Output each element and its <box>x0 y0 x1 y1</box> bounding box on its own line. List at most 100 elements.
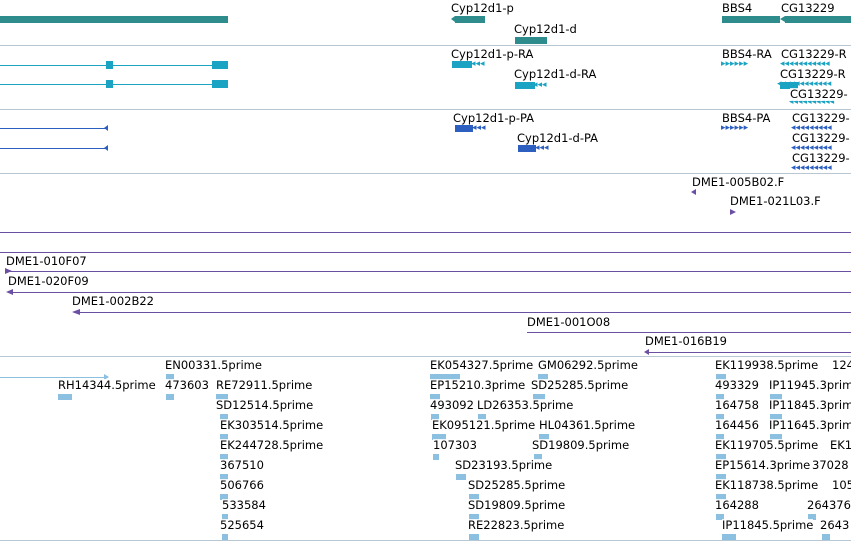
est-label: IP11845.5prime <box>722 518 814 532</box>
est-label: 264376 <box>807 498 851 512</box>
est-feature[interactable] <box>770 434 782 440</box>
est-track: EN00331.5prime RH14344.5prime 473603 RE7… <box>0 356 851 541</box>
est-label: 533584 <box>222 498 266 512</box>
est-label: IP11845.3prime <box>769 399 851 412</box>
est-feature[interactable] <box>538 374 548 380</box>
transcript-exon[interactable] <box>780 82 798 89</box>
bac-start-marker <box>644 349 649 355</box>
est-feature[interactable] <box>808 514 816 520</box>
est-feature[interactable] <box>716 434 724 440</box>
est-feature[interactable] <box>222 514 228 520</box>
transcript-intron <box>0 84 228 85</box>
est-feature[interactable] <box>220 494 228 500</box>
est-feature[interactable] <box>822 534 830 540</box>
est-feature[interactable] <box>216 394 228 400</box>
est-feature[interactable] <box>431 414 439 420</box>
bac-label: DME1-016B19 <box>645 334 727 348</box>
est-feature[interactable] <box>716 414 724 420</box>
est-feature[interactable] <box>456 474 466 480</box>
bac-track: DME1-010F07 DME1-020F09 DME1-002B22 DME1… <box>0 252 851 357</box>
protein-label: Cyp12d1-p-PA <box>453 111 535 125</box>
bac-line[interactable] <box>647 352 851 353</box>
gene-label: CG13229 <box>781 1 835 15</box>
est-feature[interactable] <box>220 454 228 460</box>
est-feature[interactable] <box>166 394 174 400</box>
gene-feature-cyp12d1-d[interactable] <box>515 37 547 44</box>
gene-feature-cg13229[interactable] <box>780 16 851 23</box>
est-feature[interactable] <box>220 434 228 440</box>
gene-feature-cyp12d1-p[interactable] <box>451 16 485 23</box>
est-feature[interactable] <box>534 454 542 460</box>
protein-strand-arrows: ◂◂◂◂◂◂◂◂◂ <box>791 163 832 173</box>
bac-end-marker[interactable] <box>691 189 696 195</box>
gene-label: Cyp12d1-p <box>451 1 514 15</box>
est-feature[interactable] <box>533 394 545 400</box>
est-label: 37028 <box>812 458 849 472</box>
est-label: RE22823.5prime <box>468 518 565 532</box>
est-label: 506766 <box>220 478 264 492</box>
protein-label: CG13229- <box>792 111 850 125</box>
est-feature[interactable] <box>220 474 228 480</box>
transcript-exon[interactable] <box>452 61 472 68</box>
bac-line[interactable] <box>74 312 851 313</box>
transcript-strand-arrows: ◂◂◂ <box>533 80 547 90</box>
transcript-label: CG13229-R <box>780 67 846 81</box>
protein-strand-arrows: ◂◂◂◂◂◂◂◂◂ <box>791 123 832 133</box>
gene-label: Cyp12d1-d <box>514 22 577 36</box>
est-feature[interactable] <box>222 534 228 540</box>
est-feature[interactable] <box>469 534 479 540</box>
bac-line[interactable] <box>6 271 851 272</box>
est-marker[interactable] <box>104 374 109 380</box>
protein-strand-arrows: ◂◂◂◂◂◂◂◂◂ <box>791 143 832 153</box>
est-label: IP11945.3prime <box>769 379 851 392</box>
est-feature[interactable] <box>430 394 440 400</box>
est-feature[interactable] <box>770 394 782 400</box>
est-feature[interactable] <box>432 434 446 440</box>
est-feature[interactable] <box>716 494 726 500</box>
est-feature[interactable] <box>166 374 174 380</box>
protein-exon[interactable] <box>455 125 473 132</box>
est-feature[interactable] <box>722 534 736 540</box>
est-label: SD19809.5prime <box>532 438 630 452</box>
bac-line[interactable] <box>8 292 851 293</box>
protein-exon[interactable] <box>518 145 536 152</box>
bac-end-marker[interactable] <box>730 209 736 215</box>
est-feature[interactable] <box>469 494 479 500</box>
protein-label: BBS4-PA <box>722 111 771 125</box>
est-label: 367510 <box>220 458 264 472</box>
est-feature[interactable] <box>716 454 726 460</box>
est-label: SD19809.5prime <box>468 498 566 512</box>
transcript-label: Cyp12d1-d-RA <box>514 67 597 81</box>
est-feature[interactable] <box>430 374 460 380</box>
est-feature[interactable] <box>716 514 724 520</box>
est-feature[interactable] <box>716 374 726 380</box>
est-feature[interactable] <box>716 394 724 400</box>
transcript-exon[interactable] <box>106 80 113 88</box>
protein-strand-arrows: ◂◂◂ <box>472 123 486 133</box>
transcript-exon[interactable] <box>212 61 228 69</box>
bac-line[interactable] <box>527 332 851 333</box>
est-feature[interactable] <box>58 394 72 400</box>
est-feature[interactable] <box>716 474 726 480</box>
est-feature[interactable] <box>433 454 439 460</box>
est-feature[interactable] <box>770 414 782 420</box>
protein-end-marker <box>104 145 108 151</box>
gene-feature-left[interactable] <box>0 16 228 23</box>
transcript-exon[interactable] <box>106 61 113 69</box>
transcript-exon[interactable] <box>515 82 535 89</box>
gene-feature-bbs4[interactable] <box>722 16 780 23</box>
bac-label: DME1-002B22 <box>72 294 154 308</box>
est-label: EP15210.3prime <box>430 378 526 392</box>
est-label: 164456 <box>715 418 759 432</box>
est-feature[interactable] <box>220 414 228 420</box>
est-label: GM06292.5prime <box>538 358 638 372</box>
est-feature[interactable] <box>469 514 479 520</box>
transcript-strand-arrows: ▸▸▸▸▸▸ <box>721 59 749 69</box>
bac-track <box>0 232 851 253</box>
transcript-label: Cyp12d1-p-RA <box>451 47 534 61</box>
est-label: 525654 <box>220 518 264 532</box>
est-feature[interactable] <box>539 434 549 440</box>
est-feature[interactable] <box>478 414 486 420</box>
transcript-exon[interactable] <box>212 80 228 88</box>
protein-intron <box>0 148 108 149</box>
